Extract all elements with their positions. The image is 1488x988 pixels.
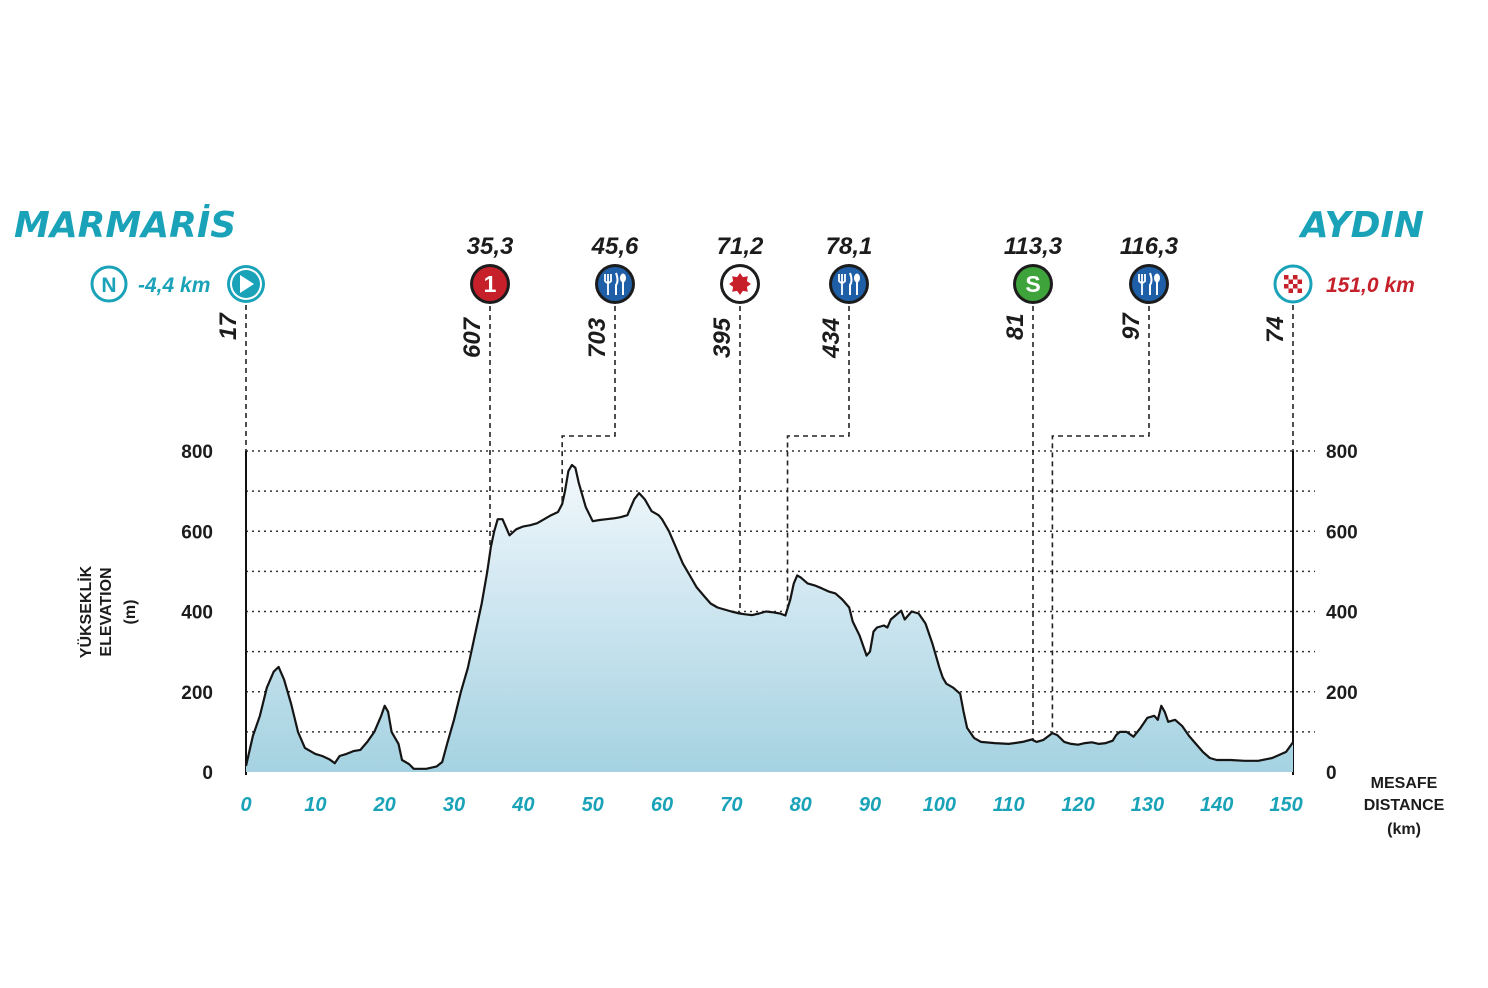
waypoint-leader-line [561,306,616,504]
start-elevation-label: 17 [215,312,242,340]
checker-square [1284,288,1289,293]
x-tick-label: 40 [511,794,534,816]
waypoints: 35,3 607 1 45,6 703 71,2 395 78,1 434 113,3 81 S 116… [459,233,1179,740]
finish-city-title: AYDIN [1298,205,1424,246]
finish-distance: 151,0 km [1326,274,1415,297]
y-axis-unit: (m) [122,600,139,625]
x-tick-label: 110 [993,794,1025,816]
x-axis-unit: (km) [1387,821,1421,838]
checker-square [1297,275,1302,280]
checker-square [1288,288,1293,293]
checker-square [1293,284,1298,289]
checker-square [1284,279,1289,284]
x-axis-title-en: DISTANCE [1364,797,1445,814]
x-tick-label: 0 [240,794,251,816]
y-tick-label-left: 400 [181,603,213,624]
mountain-category-1-icon: 1 [470,264,510,304]
x-tick-label: 150 [1269,794,1302,816]
x-tick-label: 130 [1131,794,1164,816]
checker-square [1297,284,1302,289]
checker-square [1284,284,1289,289]
y-tick-label-right: 200 [1326,683,1358,704]
x-tick-label: 90 [859,794,881,816]
waypoint-km-label: 78,1 [826,233,873,260]
waypoint-icon-letter: S [1025,271,1040,297]
x-tick-label: 10 [304,794,326,816]
x-axis-ticks: 0 10 20 30 40 50 60 70 80 90 100 110 120 130 140 150 [240,794,1302,816]
x-tick-label: 60 [651,794,673,816]
neutral-icon-letter: N [101,274,116,297]
checker-square [1297,288,1302,293]
x-tick-label: 140 [1200,794,1233,816]
x-axis-title: MESAFE DISTANCE (km) [1364,775,1445,838]
y-axis-ticks-left: 0 200 400 600 800 [181,442,213,784]
waypoint-elevation-label: 81 [1002,313,1029,340]
checker-square [1293,275,1298,280]
waypoint-leader-line [786,306,850,609]
waypoint-elevation-label: 703 [584,317,611,358]
x-tick-label: 30 [443,794,465,816]
waypoint-2: 45,6 703 [561,233,639,504]
x-tick-label: 120 [1061,794,1094,816]
waypoint-elevation-label: 607 [459,316,486,358]
feed-zone-icon [829,264,869,304]
checker-square [1293,279,1298,284]
finish-elevation-label: 74 [1262,316,1289,343]
y-axis-title: YÜKSEKLİK ELEVATION (m) [76,565,139,658]
waypoint-icon-letter: 1 [484,271,497,297]
waypoint-km-label: 116,3 [1120,233,1179,260]
waypoint-4: 78,1 434 [786,233,873,609]
checker-square [1293,288,1298,293]
play-start-icon [227,265,265,303]
x-tick-label: 100 [923,794,956,816]
waypoint-3: 71,2 395 [709,233,764,614]
waypoint-1: 35,3 607 1 [459,233,514,548]
feed-zone-icon [595,264,635,304]
x-axis-title-tr: MESAFE [1371,775,1438,792]
x-tick-label: 70 [720,794,742,816]
waypoint-km-label: 113,3 [1004,233,1063,260]
checker-square [1297,279,1302,284]
y-tick-label-right: 0 [1326,763,1337,784]
bonus-sprint-icon [720,264,760,304]
y-axis-title-tr: YÜKSEKLİK [76,565,95,658]
x-tick-label: 80 [790,794,812,816]
waypoint-elevation-label: 97 [1118,312,1145,340]
checkered-flag-icon [1273,264,1313,304]
waypoint-elevation-label: 434 [818,318,845,359]
waypoint-5: 113,3 81 S [1002,233,1063,740]
y-axis-title-en: ELEVATION [98,567,115,656]
y-tick-label-left: 0 [202,763,213,784]
elevation-area [246,465,1293,772]
feed-zone-icon [1129,264,1169,304]
checker-square [1288,284,1293,289]
waypoint-6: 116,3 97 [1051,233,1179,734]
waypoint-km-label: 71,2 [717,233,764,260]
y-tick-label-left: 600 [181,522,213,543]
y-axis-ticks-right: 0 200 400 600 800 [1326,442,1358,784]
waypoint-elevation-label: 395 [709,317,736,358]
x-tick-label: 50 [582,794,604,816]
waypoint-km-label: 35,3 [467,233,514,260]
y-tick-label-left: 200 [181,683,213,704]
start-city-title: MARMARİS [14,204,236,246]
waypoint-km-label: 45,6 [591,233,639,260]
y-tick-label-right: 600 [1326,522,1358,543]
checker-square [1288,279,1293,284]
waypoint-leader-line [1051,306,1150,734]
x-tick-label: 20 [373,794,396,816]
y-tick-label-left: 800 [181,442,213,463]
elevation-line [244,463,1294,770]
checker-square [1284,275,1289,280]
y-tick-label-right: 800 [1326,442,1358,463]
neutral-start-icon: N [90,265,128,303]
checker-square [1288,275,1293,280]
sprint-icon: S [1013,264,1053,304]
neutral-distance: -4,4 km [138,274,210,297]
y-tick-label-right: 400 [1326,603,1358,624]
